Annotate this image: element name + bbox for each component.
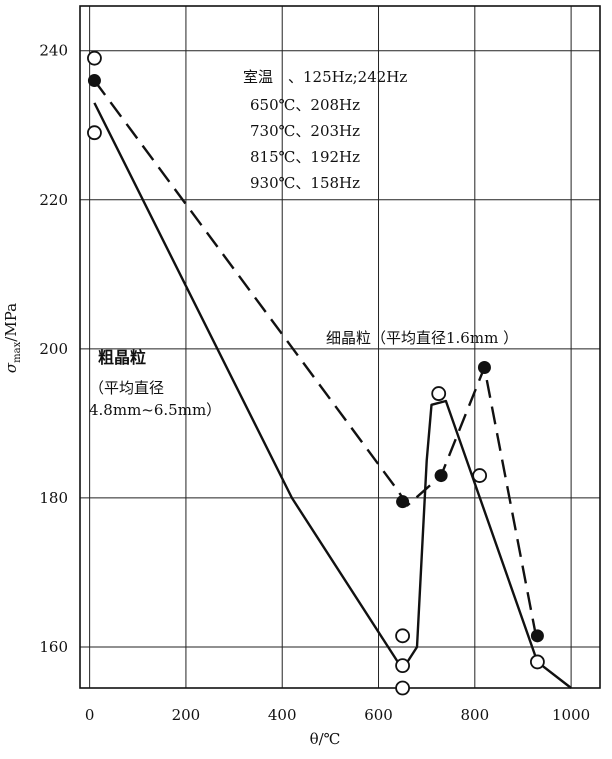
open-point <box>472 468 488 483</box>
marker-layer <box>87 50 545 696</box>
legend-line: 815℃、192Hz <box>250 148 360 166</box>
y-tick-label: 240 <box>39 42 68 60</box>
legend-line: 650℃、208Hz <box>250 96 360 114</box>
fine-grain-label: 细晶粒（平均直径1.6mm ） <box>326 329 518 347</box>
grid <box>80 6 600 688</box>
filled-point <box>87 74 101 88</box>
y-tick-label: 200 <box>39 340 68 358</box>
x-tick-label: 200 <box>172 706 201 724</box>
coarse-grain-label: 粗晶粒 <box>98 348 146 367</box>
x-tick-label: 400 <box>268 706 297 724</box>
open-point <box>87 125 102 141</box>
y-axis-label: σmax/MPa <box>2 303 23 373</box>
open-point <box>87 50 102 66</box>
y-tick-label: 160 <box>39 638 68 656</box>
x-tick-label: 600 <box>364 706 393 724</box>
coarse-grain-sub2: 4.8mm~6.5mm） <box>89 401 221 419</box>
open-point <box>395 680 410 696</box>
open-point <box>530 654 545 670</box>
filled-point <box>434 469 448 483</box>
coarse-grain-sub1: （平均直径 <box>89 379 164 397</box>
legend-line: 室温 、125Hz;242Hz <box>243 68 407 86</box>
x-tick-label: 800 <box>460 706 489 724</box>
open-point <box>395 628 410 644</box>
tick-labels: 0 200 400 600 800 1000 160 180 200 220 240 <box>39 42 590 724</box>
y-tick-label: 220 <box>39 191 68 209</box>
filled-point <box>530 629 544 643</box>
legend-line: 730℃、203Hz <box>250 122 360 140</box>
filled-point <box>477 360 491 374</box>
legend-block: 室温 、125Hz;242Hz 650℃、208Hz 730℃、203Hz 81… <box>243 68 407 192</box>
filled-point <box>396 495 410 509</box>
series-layer <box>93 79 572 689</box>
open-point <box>395 658 410 674</box>
x-axis-label: θ/℃ <box>310 730 341 748</box>
legend-line: 930℃、158Hz <box>250 174 360 192</box>
open-point <box>431 386 447 401</box>
x-tick-label: 1000 <box>552 706 590 724</box>
plot-frame <box>79 5 601 689</box>
x-tick-label: 0 <box>85 706 95 724</box>
solid-series-line <box>93 102 572 689</box>
y-tick-label: 180 <box>39 489 68 507</box>
